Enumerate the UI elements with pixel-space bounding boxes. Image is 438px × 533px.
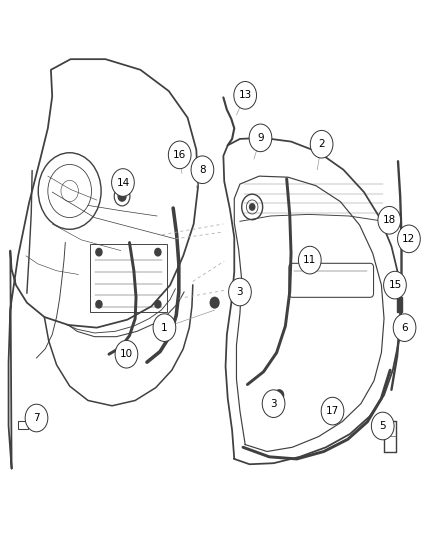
Circle shape <box>393 314 416 342</box>
Circle shape <box>96 301 102 308</box>
Text: 2: 2 <box>318 139 325 149</box>
Circle shape <box>398 225 420 253</box>
Circle shape <box>191 156 214 183</box>
Text: 9: 9 <box>257 133 264 143</box>
Text: 5: 5 <box>379 421 386 431</box>
Circle shape <box>168 141 191 168</box>
Text: 14: 14 <box>117 177 130 188</box>
Circle shape <box>210 297 219 308</box>
Circle shape <box>250 204 255 210</box>
Circle shape <box>96 248 102 256</box>
Circle shape <box>371 412 394 440</box>
Text: 16: 16 <box>173 150 186 160</box>
Circle shape <box>262 390 285 417</box>
Circle shape <box>112 168 134 196</box>
Circle shape <box>153 314 176 342</box>
Text: 12: 12 <box>402 234 416 244</box>
Circle shape <box>155 301 161 308</box>
Circle shape <box>115 341 138 368</box>
Circle shape <box>298 246 321 274</box>
Bar <box>90 244 166 312</box>
Text: 11: 11 <box>303 255 316 265</box>
Text: 18: 18 <box>383 215 396 225</box>
Circle shape <box>275 390 284 400</box>
Text: 8: 8 <box>199 165 206 175</box>
Text: 7: 7 <box>33 413 40 423</box>
Circle shape <box>249 124 272 152</box>
Circle shape <box>234 82 257 109</box>
Bar <box>18 421 28 429</box>
Circle shape <box>378 206 401 234</box>
Bar <box>397 297 402 312</box>
Text: 3: 3 <box>237 287 243 297</box>
Text: 3: 3 <box>270 399 277 409</box>
Text: 6: 6 <box>401 322 408 333</box>
Circle shape <box>229 278 251 306</box>
Text: 10: 10 <box>120 349 133 359</box>
Text: 13: 13 <box>239 90 252 100</box>
Text: 15: 15 <box>389 280 402 290</box>
Text: 1: 1 <box>161 322 168 333</box>
Circle shape <box>321 397 344 425</box>
Bar <box>384 421 396 451</box>
Circle shape <box>25 404 48 432</box>
Circle shape <box>310 131 333 158</box>
Circle shape <box>155 248 161 256</box>
Circle shape <box>118 191 126 201</box>
Circle shape <box>384 271 406 299</box>
Text: 17: 17 <box>326 406 339 416</box>
